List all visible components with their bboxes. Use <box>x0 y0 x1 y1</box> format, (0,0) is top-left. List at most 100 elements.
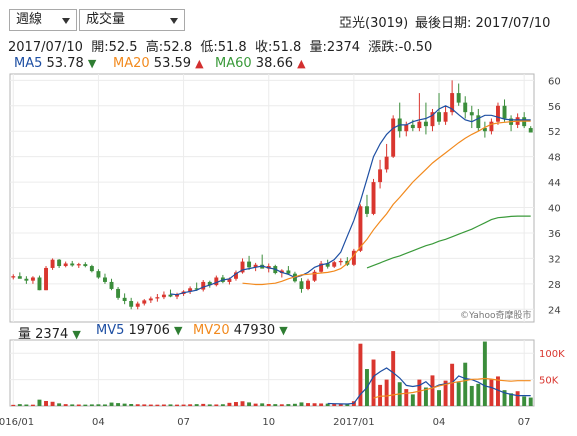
volume-bar <box>76 404 81 406</box>
candle-body <box>103 277 107 282</box>
price-tick-label: 32 <box>548 254 561 265</box>
volume-bar <box>443 380 448 406</box>
candle-body <box>489 121 494 132</box>
candle-body <box>89 266 94 272</box>
time-tick-label: 04 <box>92 417 105 428</box>
volume-bar <box>50 401 55 406</box>
volume-bar <box>142 404 147 406</box>
candle-body <box>502 105 507 119</box>
price-tick-label: 40 <box>548 204 561 215</box>
volume-bar <box>410 394 415 406</box>
candle-body <box>312 271 317 281</box>
volume-bar <box>89 404 94 406</box>
volume-bar <box>273 404 278 406</box>
volume-tick-label: 100K <box>539 349 565 360</box>
volume-bar <box>109 402 114 406</box>
volume-bar <box>338 403 343 406</box>
last-date: 最後日期: 2017/07/10 <box>415 16 551 31</box>
volume-bar <box>423 387 428 406</box>
volume-bar <box>201 403 206 406</box>
ma60-trend-icon: ▲ <box>297 57 306 70</box>
candle-body <box>378 169 383 183</box>
candle-body <box>96 271 101 278</box>
price-panel-frame <box>9 73 535 323</box>
candle-body <box>338 260 343 263</box>
ma60-value: 38.66 <box>255 56 294 71</box>
mv5-line <box>327 367 531 405</box>
candle-body <box>44 267 48 291</box>
ma60-legend: MA60 38.66 ▲ <box>215 56 306 71</box>
candle-body <box>253 264 258 268</box>
candle-body <box>450 93 455 113</box>
candle-body <box>528 128 533 133</box>
volume-bar <box>286 404 291 406</box>
indicator-select[interactable]: 成交量 <box>79 9 185 31</box>
volume-bar <box>404 389 409 406</box>
ma20-value: 53.59 <box>153 56 192 71</box>
volume-bar <box>312 403 317 406</box>
time-tick-label: 04 <box>433 417 446 428</box>
volume-bar <box>345 404 350 406</box>
candle-body <box>50 259 55 268</box>
volume-bar <box>306 403 310 406</box>
vol-label: 量 <box>18 327 32 342</box>
volume-bar <box>489 379 494 406</box>
volume-bar <box>463 362 468 406</box>
candle-body <box>188 288 193 292</box>
volume-bar <box>207 404 212 406</box>
candle-body <box>469 112 474 116</box>
volume-bar <box>391 351 396 406</box>
volume-bar <box>247 402 252 406</box>
volume-bar <box>227 402 232 406</box>
candle-body <box>247 261 252 268</box>
candle-body <box>443 112 448 122</box>
volume-bar <box>279 404 284 406</box>
volume-bar <box>135 404 140 406</box>
volume-bar <box>260 403 265 406</box>
ma5-value: 53.78 <box>46 56 84 71</box>
candle-body <box>482 128 487 132</box>
volume-bar <box>103 404 107 406</box>
candle-body <box>168 294 173 297</box>
mv20-trend-icon: ▼ <box>279 324 288 337</box>
candle-body <box>142 300 147 304</box>
ma20-legend: MA20 53.59 ▲ <box>113 56 204 71</box>
candle-body <box>306 280 310 289</box>
volume-bar <box>378 384 383 406</box>
volume-bar <box>299 402 304 406</box>
volume-bar <box>417 379 422 406</box>
time-tick-label: 07 <box>518 417 531 428</box>
period-select[interactable]: 週線 <box>9 9 77 31</box>
candle-body <box>37 277 42 291</box>
volume-bar <box>502 390 507 406</box>
volume-bar <box>496 376 500 406</box>
price-tick-label: 44 <box>548 178 561 189</box>
volume-bar <box>37 399 42 406</box>
volume-bar <box>430 375 435 406</box>
time-tick-label: 2017/01 <box>333 417 375 428</box>
candle-body <box>63 263 68 267</box>
candle-body <box>57 259 62 267</box>
ma60-label: MA60 <box>215 56 252 71</box>
price-tick-label: 60 <box>548 76 561 87</box>
candle-body <box>116 288 121 298</box>
candle-body <box>476 115 481 129</box>
candle-body <box>201 281 206 290</box>
ma20-trend-icon: ▲ <box>195 57 204 70</box>
candle-body <box>234 272 238 279</box>
candle-body <box>384 156 389 170</box>
volume-bar <box>11 404 16 406</box>
price-tick-label: 48 <box>548 153 561 164</box>
volume-bar <box>482 341 487 406</box>
watermark: ©Yahoo奇摩股市 <box>460 309 532 321</box>
volume-bar <box>44 400 48 406</box>
volume-bar <box>161 404 166 406</box>
price-tick-label: 28 <box>548 280 561 291</box>
ma20-label: MA20 <box>113 56 150 71</box>
candle-body <box>155 297 160 299</box>
mv5-trend-icon: ▼ <box>174 324 183 337</box>
volume-bar <box>83 404 88 406</box>
candle-body <box>30 277 35 281</box>
volume-bar <box>24 404 29 406</box>
volume-bar <box>168 404 173 406</box>
